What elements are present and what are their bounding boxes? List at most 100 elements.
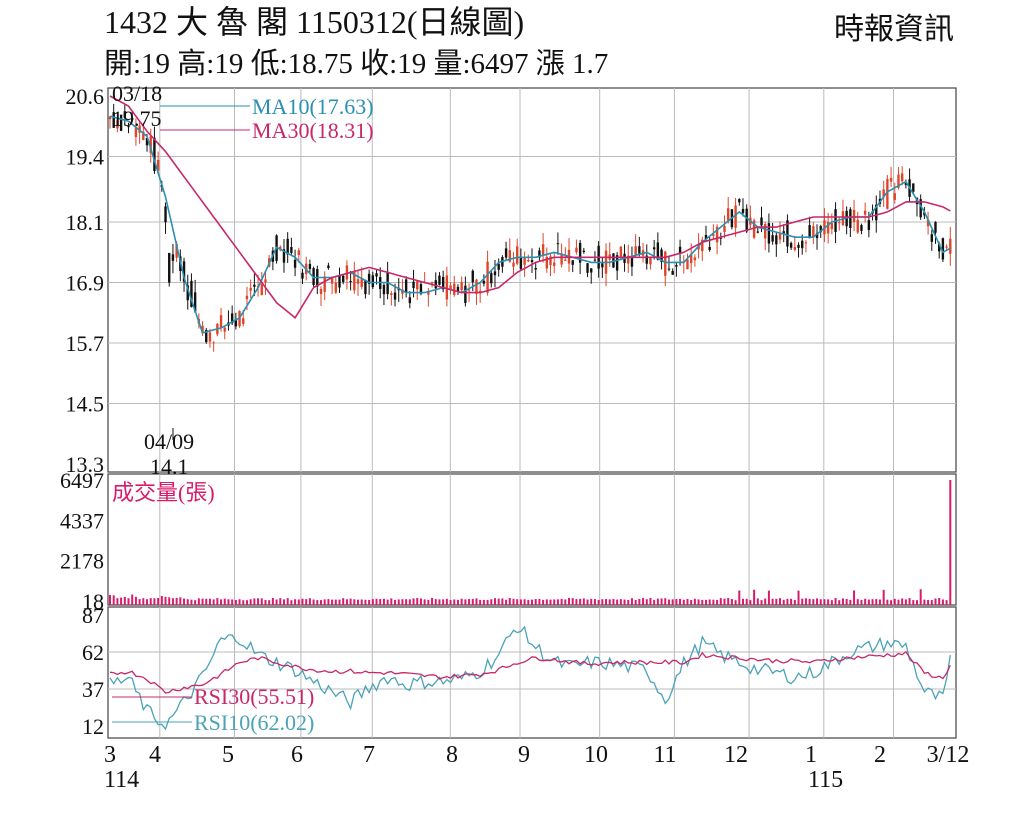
volume-bar	[864, 598, 867, 605]
candle-body	[564, 259, 567, 261]
candle-body	[327, 265, 330, 268]
candle-body	[390, 293, 393, 295]
candle-body	[123, 111, 127, 118]
volume-bar	[775, 598, 778, 605]
volume-bar	[727, 598, 730, 605]
ma30-legend: MA30(18.31)	[252, 118, 374, 143]
volume-bar	[305, 599, 308, 605]
price-tick-label: 13.3	[66, 452, 105, 477]
candle-body	[675, 265, 678, 267]
volume-bar	[419, 598, 422, 605]
ma10-legend: MA10(17.63)	[252, 94, 374, 119]
volume-bar	[853, 590, 856, 605]
candle-body	[182, 261, 186, 282]
volume-bar	[582, 598, 585, 605]
candle-body	[571, 260, 574, 265]
candle-body	[575, 247, 578, 253]
volume-bar	[416, 598, 419, 605]
volume-bar	[349, 598, 352, 605]
candle-body	[723, 225, 726, 232]
candle-body	[408, 297, 412, 304]
volume-bar	[131, 594, 134, 605]
x-tick-label: 2	[874, 742, 886, 768]
volume-bar	[719, 598, 722, 605]
candle-body	[249, 287, 252, 291]
volume-bar	[345, 599, 348, 605]
candle-body	[471, 270, 474, 283]
volume-bar	[523, 599, 526, 605]
volume-bar	[930, 600, 933, 605]
candle-body	[582, 250, 586, 252]
candle-body	[223, 327, 226, 332]
volume-bar	[693, 598, 696, 605]
volume-bar	[782, 599, 785, 605]
price-tick-label: 14.5	[66, 392, 105, 417]
rsi-tick-label: 87	[82, 603, 104, 628]
candle-body	[323, 276, 326, 292]
volume-bar	[671, 599, 674, 605]
volume-bar	[623, 599, 626, 605]
candle-body	[745, 208, 748, 232]
volume-bar	[168, 597, 171, 605]
volume-bar	[882, 589, 885, 605]
candle-body	[308, 263, 312, 270]
volume-bar	[812, 599, 815, 605]
volume-bar	[234, 599, 237, 605]
volume-bar	[730, 598, 733, 605]
volume-bar	[475, 598, 478, 605]
volume-bar	[619, 599, 622, 605]
volume-bar	[186, 599, 189, 605]
volume-bar	[564, 599, 567, 605]
volume-bar	[771, 598, 774, 605]
volume-bar	[501, 598, 504, 605]
volume-bar	[308, 598, 311, 605]
volume-bar	[608, 599, 611, 605]
candle-body	[393, 292, 397, 300]
volume-bar	[845, 599, 848, 605]
volume-bar	[949, 480, 952, 605]
candle-body	[168, 252, 171, 283]
volume-bar	[712, 599, 715, 605]
rsi-tick-label: 12	[82, 714, 104, 739]
volume-bar	[656, 598, 659, 605]
volume-bar	[938, 598, 941, 605]
volume-bar	[538, 598, 541, 605]
volume-bar	[616, 599, 619, 605]
candle-body	[493, 271, 497, 276]
candle-body	[193, 292, 197, 312]
candle-body	[778, 233, 782, 240]
volume-bar	[923, 599, 926, 605]
volume-bar	[357, 599, 360, 605]
candle-body	[282, 249, 286, 263]
volume-bar	[756, 598, 759, 605]
volume-bar	[216, 598, 219, 605]
candle-body	[752, 220, 756, 238]
volume-bar	[586, 599, 589, 605]
x-tick-label: 3/12	[927, 742, 970, 768]
candle-body	[671, 271, 674, 275]
volume-tick-label: 2178	[60, 549, 104, 574]
candle-body	[142, 131, 145, 141]
volume-bar	[575, 599, 578, 605]
x-tick-label: 9	[518, 742, 530, 768]
candle-body	[234, 319, 238, 327]
candle-body	[712, 234, 715, 236]
volume-bar	[375, 598, 378, 605]
volume-bar	[734, 600, 737, 605]
volume-bar	[242, 600, 245, 605]
candle-body	[678, 246, 682, 254]
volume-bar	[871, 599, 874, 605]
candle-body	[941, 238, 945, 260]
candle-body	[334, 282, 338, 293]
volume-bar	[904, 599, 907, 605]
volume-bar	[875, 599, 878, 605]
candle-body	[138, 125, 141, 133]
volume-bar	[749, 600, 752, 605]
volume-bar	[434, 599, 437, 605]
candle-body	[726, 208, 730, 221]
volume-bar	[194, 600, 197, 605]
low-value-annotation: 14.1	[150, 454, 189, 479]
ma10-line	[109, 115, 951, 334]
candle-body	[541, 244, 545, 255]
